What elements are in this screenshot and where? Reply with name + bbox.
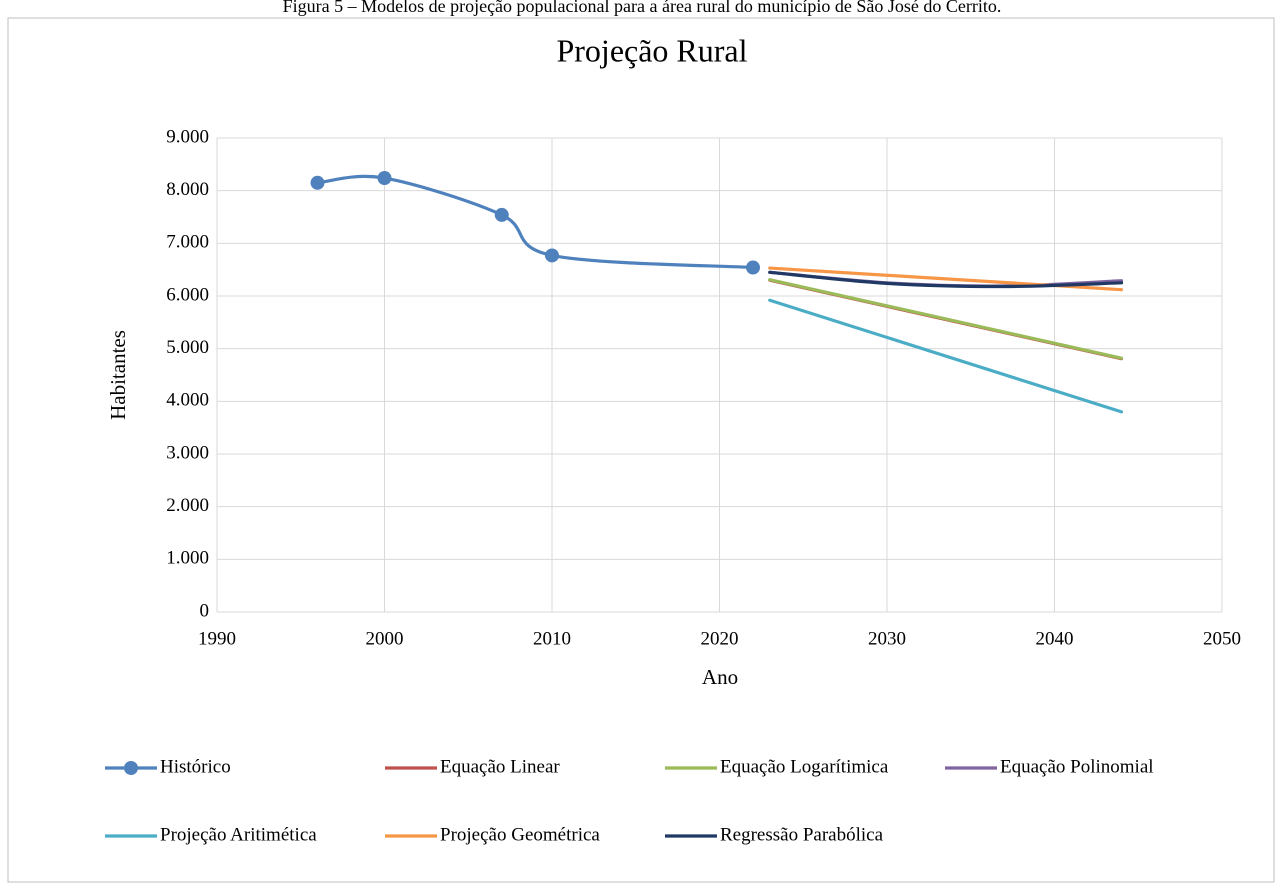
y-tick-label: 7.000 — [166, 232, 209, 253]
y-tick-label: 8.000 — [166, 179, 209, 200]
legend-label: Projeção Geométrica — [440, 824, 600, 845]
data-point — [310, 175, 325, 190]
data-point — [494, 207, 509, 222]
y-axis-label: Habitantes — [106, 330, 130, 420]
figure-caption: Figura 5 – Modelos de projeção populacio… — [283, 0, 1002, 16]
series-line — [315, 174, 755, 270]
x-tick-label: 2030 — [868, 628, 906, 649]
series-line — [768, 270, 1124, 289]
y-tick-label: 0 — [200, 600, 210, 621]
x-tick-label: 2040 — [1036, 628, 1074, 649]
data-point — [377, 171, 392, 186]
data-point — [746, 260, 760, 275]
data-point — [545, 248, 559, 263]
y-tick-label: 4.000 — [166, 390, 209, 411]
legend-label: Equação Linear — [440, 756, 560, 777]
y-tick-label: 9.000 — [166, 126, 209, 147]
series-line — [768, 278, 1124, 360]
x-tick-label: 2020 — [701, 628, 739, 649]
legend-label: Equação Polinomial — [1000, 756, 1154, 777]
chart-title: Projeção Rural — [556, 32, 747, 68]
legend-label: Histórico — [160, 756, 231, 777]
x-tick-label: 2050 — [1203, 628, 1241, 649]
x-tick-label: 2000 — [366, 628, 404, 649]
legend-marker — [124, 761, 138, 775]
series-line — [768, 298, 1124, 414]
legend-label: Equação Logarítimica — [720, 756, 889, 777]
y-tick-label: 6.000 — [166, 284, 209, 305]
legend-label: Regressão Parabólica — [720, 824, 884, 845]
y-tick-label: 5.000 — [166, 337, 209, 358]
y-tick-label: 1.000 — [166, 548, 209, 569]
y-tick-label: 3.000 — [166, 442, 209, 463]
x-axis-label: Ano — [702, 665, 738, 689]
legend-label: Projeção Aritimética — [160, 824, 317, 845]
x-tick-label: 2010 — [533, 628, 571, 649]
chart-frame — [7, 17, 1275, 883]
y-tick-label: 2.000 — [166, 495, 209, 516]
x-tick-label: 1990 — [198, 628, 236, 649]
